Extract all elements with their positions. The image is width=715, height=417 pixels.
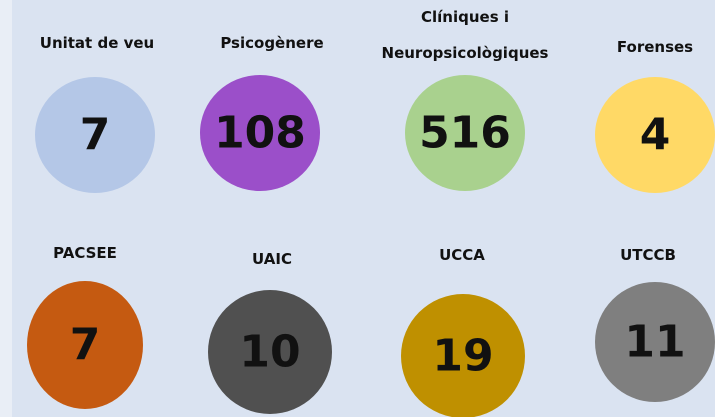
item-circle [595,282,715,402]
item-label: Forenses [617,38,693,56]
item-circle [208,290,332,414]
item-value: 4 [640,110,671,161]
side-strip [0,0,12,417]
item-value: 108 [214,108,306,159]
item-value: 7 [70,320,101,371]
item-label: UCCA [439,246,485,264]
item-label: PACSEE [53,244,117,262]
item-circle [27,281,143,409]
item-value: 7 [80,110,111,161]
item-value: 10 [239,327,300,378]
item-value: 11 [624,317,685,368]
item-label: Unitat de veu [40,34,154,52]
item-label: Neuropsicològiques [382,44,549,62]
item-circle [595,77,715,193]
item-value: 19 [432,331,493,382]
item-value: 516 [419,108,511,159]
item-label: UAIC [252,250,292,268]
item-label: Psicogènere [220,34,323,52]
item-circle [200,75,320,191]
item-label: UTCCB [620,246,676,264]
item-circle [35,77,155,193]
item-label: Clíniques i [421,8,509,26]
item-circle [401,294,525,417]
item-circle [405,75,525,191]
